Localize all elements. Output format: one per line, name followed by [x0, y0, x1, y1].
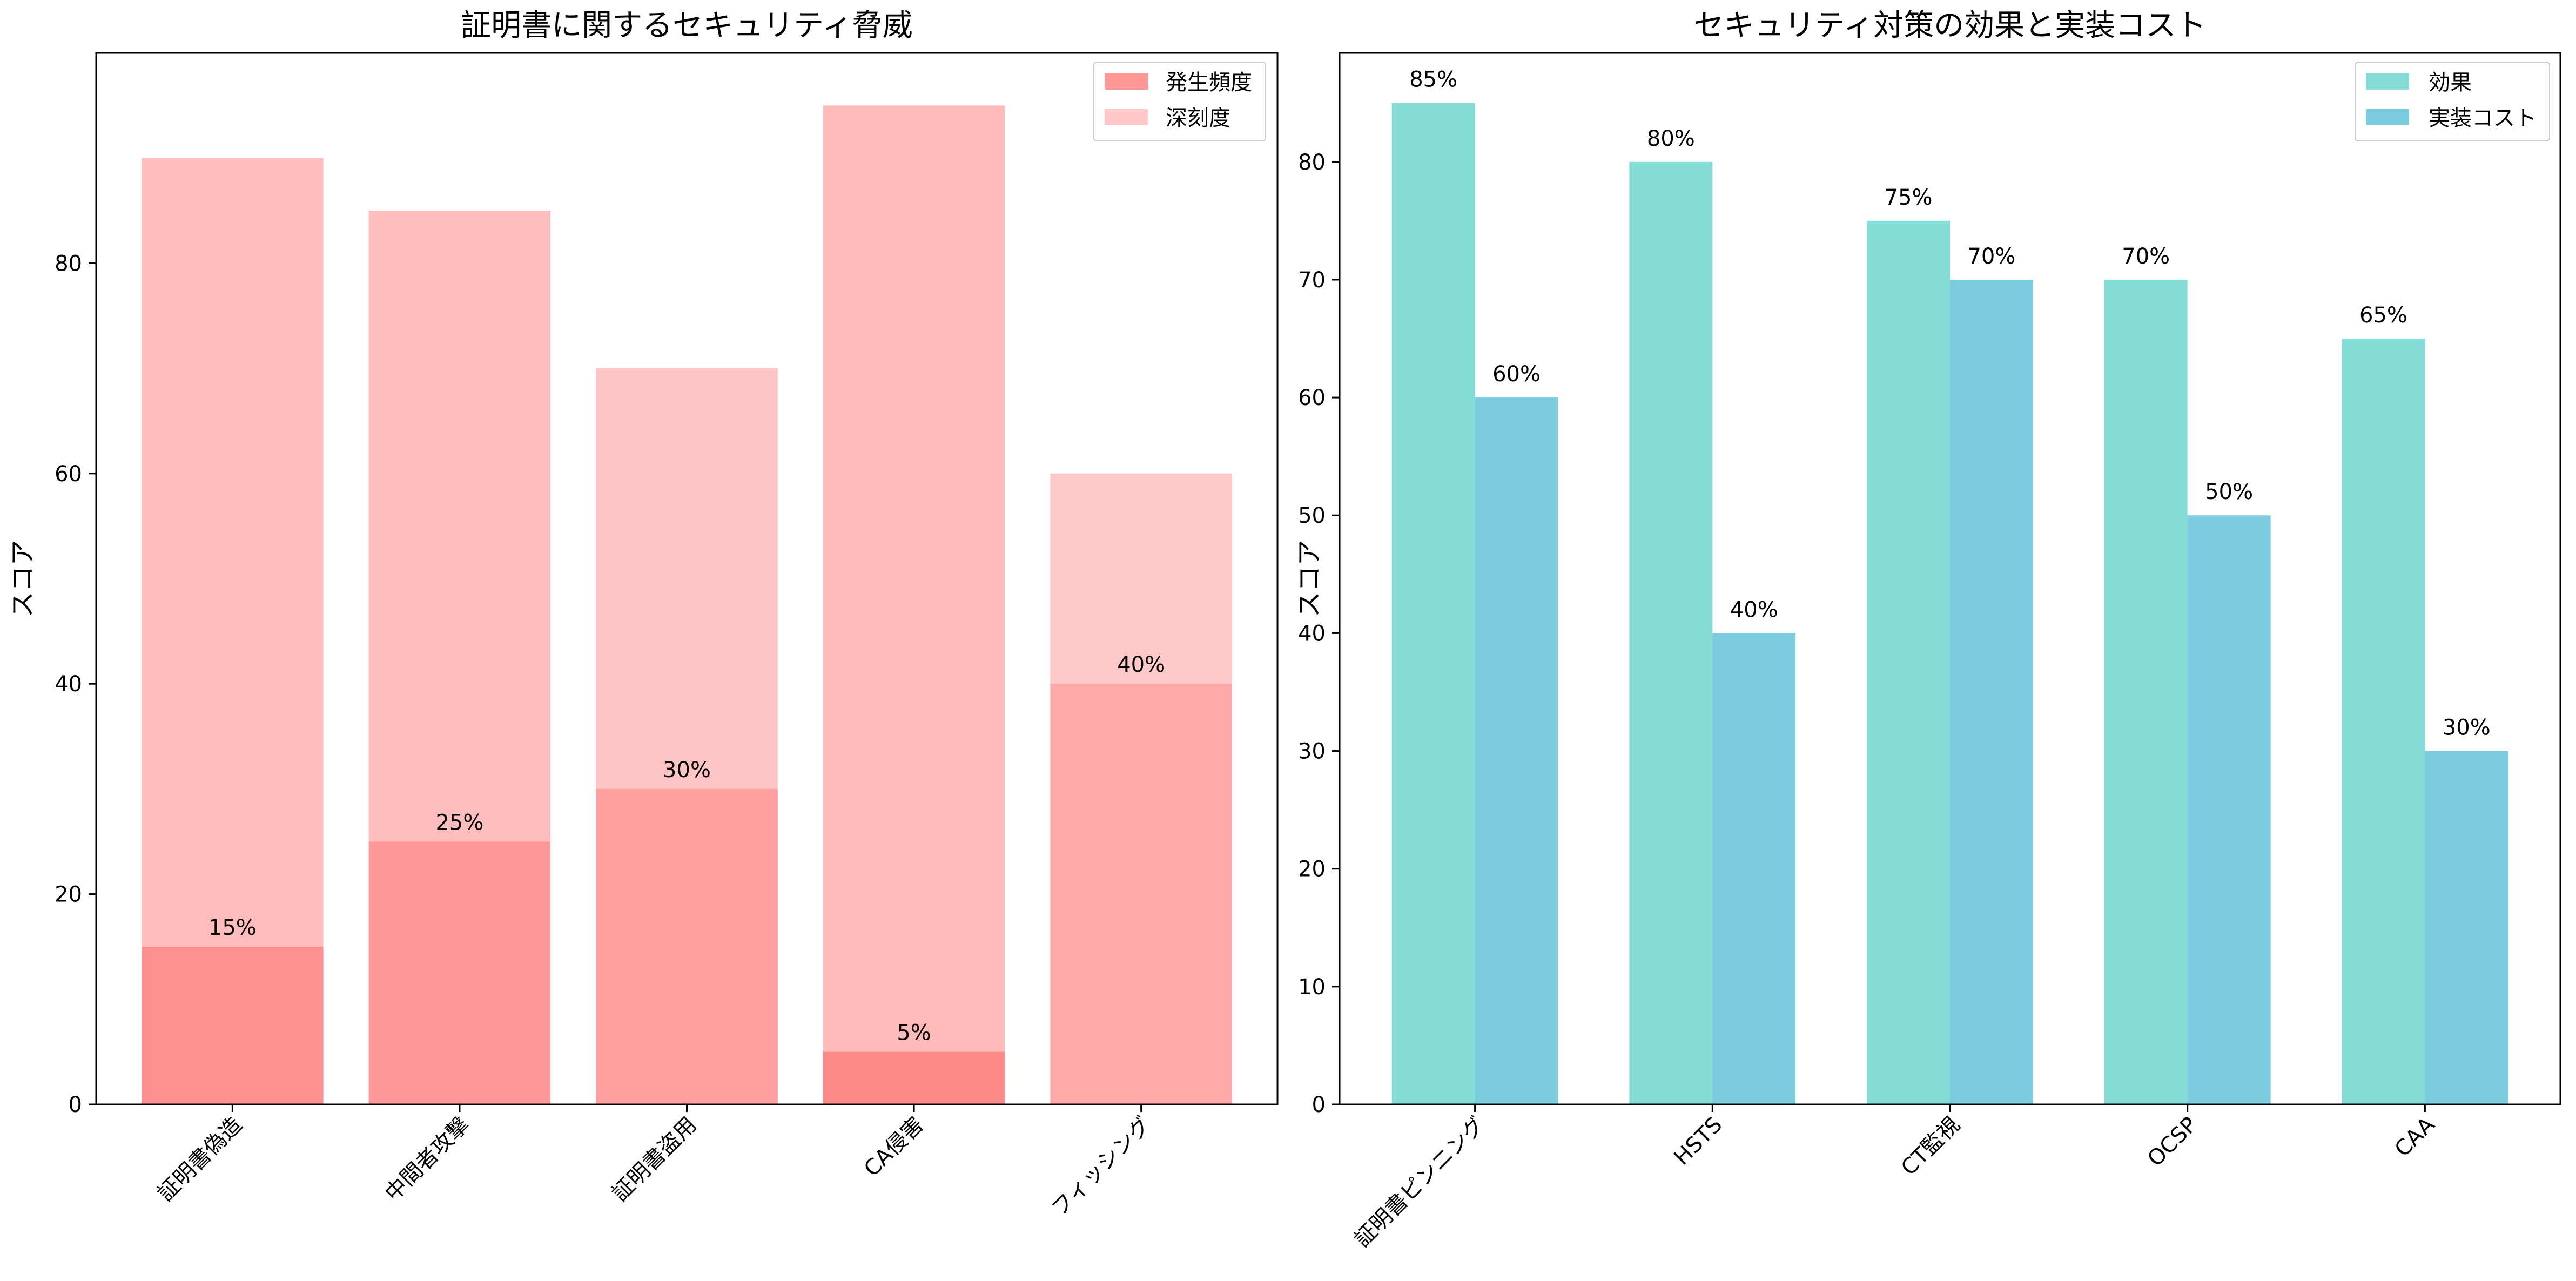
x-tick-label: CAA — [2390, 1112, 2440, 1162]
y-tick-label: 30 — [1298, 739, 1326, 764]
y-tick-label: 20 — [1298, 857, 1326, 882]
y-tick-label: 60 — [1298, 386, 1326, 410]
y-tick-label: 40 — [55, 672, 82, 697]
cost-data-label: 40% — [1730, 597, 1778, 622]
cost-bar — [2187, 515, 2271, 1105]
effect-data-label: 80% — [1647, 126, 1695, 151]
cost-data-label: 70% — [1967, 244, 2015, 269]
legend-swatch — [2366, 73, 2409, 90]
data-label: 30% — [663, 758, 711, 783]
chart-countermeasures: 85% 60% 80% 40% 75% 70% 70% 50% 65% 30% 0 10 20 30 40 5… — [1294, 8, 2561, 1252]
x-tick-label: フィッシング — [1047, 1113, 1156, 1222]
x-tick-label: OCSP — [2143, 1113, 2202, 1172]
legend-label: 実装コスト — [2429, 106, 2537, 131]
severity-bar — [1050, 473, 1232, 1104]
y-tick-label: 50 — [1298, 503, 1326, 528]
cost-data-label: 30% — [2443, 716, 2491, 740]
data-label: 15% — [208, 915, 257, 940]
effect-bar — [1867, 220, 1950, 1105]
y-axis-label: スコア — [8, 540, 38, 617]
effect-data-label: 65% — [2359, 303, 2407, 328]
y-tick-label: 80 — [1298, 150, 1326, 175]
effect-data-label: 85% — [1409, 68, 1457, 92]
severity-bar — [368, 211, 551, 1104]
frequency-bar — [368, 841, 551, 1104]
legend-swatch — [1105, 73, 1148, 90]
cost-data-label: 60% — [1492, 362, 1541, 387]
y-tick-label: 20 — [55, 882, 82, 907]
effect-bar — [1391, 103, 1475, 1105]
y-tick-label: 70 — [1298, 268, 1326, 293]
x-tick-label: 証明書盗用 — [608, 1113, 702, 1206]
y-tick-label: 10 — [1298, 975, 1326, 1000]
cost-bar — [1475, 397, 1558, 1104]
frequency-bar — [1050, 684, 1232, 1104]
x-tick-label: CA侵害 — [859, 1113, 929, 1182]
frequency-bar — [823, 1051, 1005, 1104]
data-label: 25% — [435, 810, 483, 835]
y-tick-label: 60 — [55, 462, 82, 487]
x-tick-label: 証明書ピンニング — [1350, 1113, 1490, 1252]
legend-label: 効果 — [2429, 70, 2472, 95]
severity-bar — [823, 105, 1005, 1105]
x-tick-label: 証明書偽造 — [153, 1113, 247, 1206]
effect-bar — [2104, 279, 2188, 1104]
x-tick-label: CT監視 — [1896, 1113, 1965, 1181]
data-label: 40% — [1117, 652, 1165, 677]
effect-data-label: 75% — [1885, 185, 1933, 210]
legend-label: 深刻度 — [1166, 106, 1230, 131]
cost-bar — [2425, 751, 2508, 1104]
legend-label: 発生頻度 — [1166, 70, 1252, 95]
frequency-bar — [596, 788, 778, 1104]
y-tick-label: 40 — [1298, 621, 1326, 646]
cost-bar — [1950, 279, 2033, 1104]
x-tick-label: HSTS — [1669, 1113, 1727, 1170]
effect-bar — [1629, 161, 1713, 1104]
chart-title: セキュリティ対策の効果と実装コスト — [1694, 8, 2207, 43]
frequency-bar — [142, 946, 324, 1104]
legend-swatch — [2366, 109, 2409, 125]
y-tick-label: 0 — [69, 1093, 82, 1117]
cost-bar — [1712, 633, 1796, 1104]
y-tick-label: 0 — [1312, 1093, 1326, 1117]
data-label: 5% — [897, 1021, 931, 1046]
severity-bar — [596, 368, 778, 1104]
chart-threats: 15% 25% 30% 5% 40% 0 20 40 60 80 証明書偽造 中間者攻撃 証明書盗用 CA… — [8, 8, 1279, 1222]
y-tick-label: 80 — [55, 251, 82, 276]
effect-data-label: 70% — [2122, 244, 2170, 269]
legend-swatch — [1105, 109, 1148, 125]
cost-data-label: 50% — [2205, 480, 2253, 504]
y-axis-label: スコア — [1294, 540, 1324, 617]
effect-bar — [2342, 339, 2425, 1104]
chart-title: 証明書に関するセキュリティ脅威 — [461, 8, 913, 43]
x-tick-label: 中間者攻撃 — [380, 1113, 474, 1206]
